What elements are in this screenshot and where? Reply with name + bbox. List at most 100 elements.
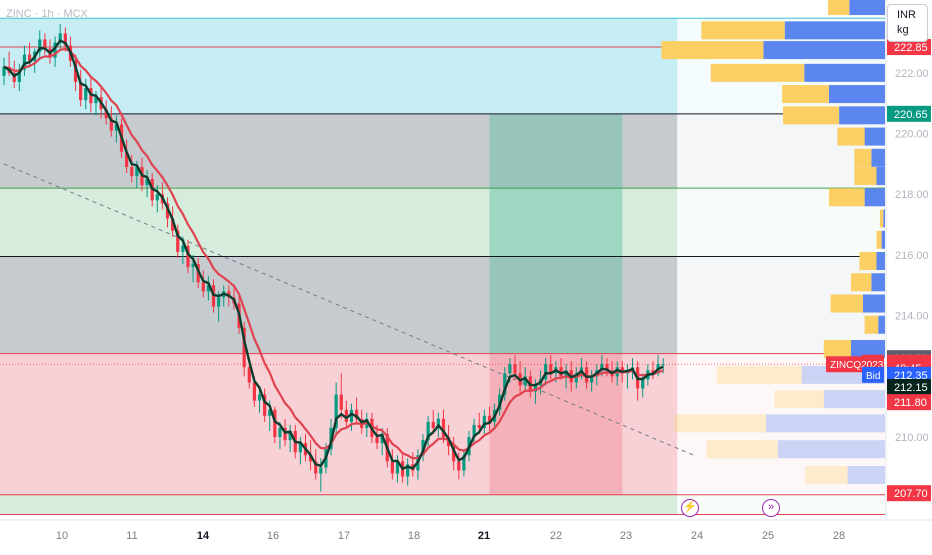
price-label-background[interactable] [887, 366, 931, 383]
unit-selector[interactable]: INR kg [887, 4, 928, 42]
price-label-background[interactable] [887, 378, 931, 395]
price-tick-label: 218.00 [895, 189, 929, 201]
candle-body [288, 430, 292, 441]
price-label-background[interactable] [887, 105, 931, 122]
volume-sell-bar [847, 465, 885, 484]
candle-body [641, 379, 645, 389]
price-label-text: 207.70 [894, 488, 928, 500]
volume-sell-bar [763, 41, 885, 60]
candle-body [109, 118, 113, 131]
candle-body [605, 364, 609, 371]
candle-body [206, 285, 210, 292]
candle-body [620, 367, 624, 374]
time-tick-label: 16 [267, 530, 279, 542]
price-tag-text: ZINCQ2023 [830, 360, 884, 371]
candle-body [268, 409, 272, 416]
candle-body [584, 367, 589, 383]
candle-body [380, 434, 384, 444]
volume-sell-bar [876, 167, 885, 186]
volume-sell-bar [876, 252, 885, 271]
volume-sell-bar [851, 340, 885, 359]
target-zone[interactable] [489, 113, 623, 354]
volume-sell-bar [871, 148, 885, 167]
time-tick-label: 28 [833, 530, 845, 542]
volume-buy-bar [823, 340, 851, 359]
candle-body [73, 60, 78, 82]
time-tick-label: 21 [478, 530, 490, 542]
candle-body [104, 109, 108, 119]
candle-body [186, 245, 190, 268]
candle-body [135, 166, 139, 177]
price-tag-background [862, 366, 884, 383]
candle-body [446, 437, 451, 447]
candle-body [452, 446, 456, 462]
price-label-background[interactable] [887, 39, 931, 56]
volume-buy-bar [774, 390, 824, 409]
candle-body [94, 97, 98, 104]
candle-body [176, 230, 180, 252]
candle-body [84, 88, 88, 101]
candle-body [590, 376, 594, 383]
volume-profile [661, 0, 885, 484]
candle-body [252, 382, 256, 401]
lightning-icon[interactable]: ⚡ [681, 499, 699, 517]
time-axis-background [0, 520, 932, 550]
candle-body [544, 364, 548, 380]
volume-buy-bar [783, 106, 840, 125]
volume-buy-bar [854, 148, 872, 167]
candle-body [600, 364, 604, 371]
volume-buy-bar [864, 315, 879, 334]
go-to-realtime-icon[interactable]: » [762, 499, 780, 517]
candle-body [298, 443, 302, 453]
time-tick-label: 11 [126, 530, 137, 542]
time-tick-label: 22 [550, 530, 562, 542]
candle-body [63, 33, 67, 46]
volume-sell-bar [878, 315, 885, 334]
price-label-text: 211.80 [894, 397, 927, 409]
candle-body [257, 394, 262, 401]
volume-buy-bar [851, 273, 872, 292]
candle-body [319, 467, 323, 474]
volume-sell-bar [881, 230, 885, 249]
candle-body [477, 424, 481, 428]
time-tick-label: 18 [408, 530, 420, 542]
price-label-background[interactable] [887, 485, 931, 502]
candle-body [53, 42, 57, 58]
price-tick-label: 222.00 [895, 68, 929, 80]
candle-body [472, 424, 476, 438]
dashed-trendline[interactable] [3, 163, 695, 456]
volume-sell-bar [839, 106, 885, 125]
price-axis[interactable]: 222.00 220.00 218.00 216.00 214.00 210.00 222.… [826, 0, 932, 520]
volume-buy-bar [828, 0, 850, 16]
time-axis[interactable]: 10 11 14 16 17 18 21 22 23 24 25 28 [0, 519, 932, 550]
candle-body [503, 373, 507, 395]
volume-buy-bar [828, 188, 865, 207]
price-tick-label: 216.00 [895, 250, 929, 262]
volume-buy-bar [716, 365, 802, 384]
candle-body [38, 39, 42, 52]
candle-body [79, 81, 83, 101]
position-box[interactable] [489, 113, 623, 495]
price-label-text: 212.35 [894, 370, 928, 382]
candle-body [145, 179, 149, 186]
volume-buy-bar [706, 440, 778, 459]
price-label-background[interactable] [887, 394, 931, 411]
candle-body [263, 394, 267, 416]
volume-sell-bar [862, 294, 885, 313]
candle-body [457, 461, 461, 471]
time-tick-label: 17 [338, 530, 350, 542]
volume-sell-bar [766, 414, 885, 433]
volume-sell-bar [871, 273, 885, 292]
price-label-text: 222.85 [894, 42, 928, 54]
price-tick-label: 220.00 [895, 129, 929, 141]
volume-sell-bar [777, 440, 885, 459]
volume-buy-bar [837, 127, 865, 146]
price-axis-background [886, 0, 932, 520]
candle-body [191, 264, 195, 268]
volume-sell-bar [883, 209, 885, 228]
candle-body [559, 367, 563, 377]
trend-line[interactable] [3, 163, 695, 456]
volume-buy-bar [876, 230, 882, 249]
candle-body [181, 245, 185, 252]
